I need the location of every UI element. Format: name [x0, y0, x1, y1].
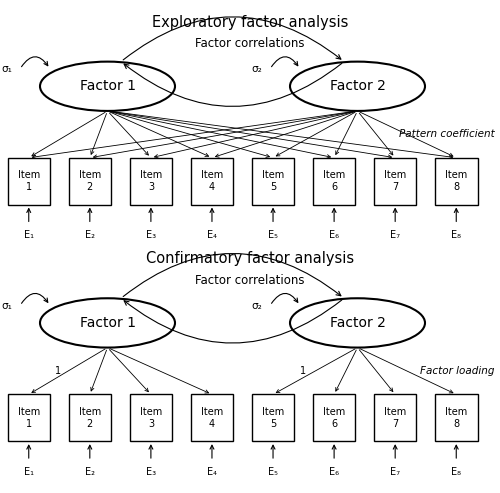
FancyBboxPatch shape: [190, 158, 233, 205]
Text: Item
6: Item 6: [323, 171, 345, 192]
Text: Item
2: Item 2: [78, 171, 101, 192]
Text: E₅: E₅: [268, 467, 278, 477]
Text: σ₂: σ₂: [252, 64, 262, 74]
FancyBboxPatch shape: [252, 158, 294, 205]
FancyBboxPatch shape: [68, 158, 111, 205]
Text: Item
3: Item 3: [140, 407, 162, 428]
Text: E₁: E₁: [24, 230, 34, 240]
FancyBboxPatch shape: [130, 158, 172, 205]
Text: 1: 1: [300, 366, 306, 376]
Text: E₆: E₆: [329, 230, 339, 240]
Text: E₈: E₈: [451, 467, 461, 477]
Text: Item
5: Item 5: [262, 407, 284, 428]
Text: Item
1: Item 1: [18, 407, 40, 428]
FancyBboxPatch shape: [435, 394, 478, 441]
Text: σ₂: σ₂: [252, 301, 262, 311]
Text: Item
8: Item 8: [445, 407, 468, 428]
Text: Item
7: Item 7: [384, 171, 406, 192]
Text: E₂: E₂: [85, 230, 95, 240]
Text: Item
8: Item 8: [445, 171, 468, 192]
Text: Confirmatory factor analysis: Confirmatory factor analysis: [146, 251, 354, 266]
Text: E₅: E₅: [268, 230, 278, 240]
Text: σ₁: σ₁: [2, 301, 13, 311]
Text: E₄: E₄: [207, 467, 217, 477]
Text: Item
5: Item 5: [262, 171, 284, 192]
Text: E₃: E₃: [146, 230, 156, 240]
Text: Factor loading: Factor loading: [420, 366, 495, 376]
Text: Factor correlations: Factor correlations: [195, 274, 305, 286]
FancyBboxPatch shape: [68, 394, 111, 441]
Text: Factor 2: Factor 2: [330, 316, 386, 330]
Text: Item
6: Item 6: [323, 407, 345, 428]
Text: E₆: E₆: [329, 467, 339, 477]
FancyBboxPatch shape: [435, 158, 478, 205]
Text: E₂: E₂: [85, 467, 95, 477]
FancyBboxPatch shape: [313, 158, 356, 205]
Text: σ₁: σ₁: [2, 64, 13, 74]
Text: E₇: E₇: [390, 467, 400, 477]
Text: E₃: E₃: [146, 467, 156, 477]
FancyBboxPatch shape: [374, 158, 416, 205]
FancyBboxPatch shape: [313, 394, 356, 441]
Text: E₁: E₁: [24, 467, 34, 477]
Text: 1: 1: [55, 366, 61, 376]
Text: Item
2: Item 2: [78, 407, 101, 428]
FancyBboxPatch shape: [8, 158, 50, 205]
Text: Item
4: Item 4: [201, 407, 223, 428]
Text: Item
7: Item 7: [384, 407, 406, 428]
Text: E₄: E₄: [207, 230, 217, 240]
Text: Item
3: Item 3: [140, 171, 162, 192]
FancyBboxPatch shape: [374, 394, 416, 441]
FancyBboxPatch shape: [8, 394, 50, 441]
FancyBboxPatch shape: [190, 394, 233, 441]
Text: Factor correlations: Factor correlations: [195, 37, 305, 50]
Text: Factor 2: Factor 2: [330, 79, 386, 93]
Text: Factor 1: Factor 1: [80, 316, 136, 330]
Text: E₇: E₇: [390, 230, 400, 240]
FancyBboxPatch shape: [130, 394, 172, 441]
Text: Pattern coefficient: Pattern coefficient: [399, 129, 495, 140]
Text: Item
1: Item 1: [18, 171, 40, 192]
FancyBboxPatch shape: [252, 394, 294, 441]
Text: Item
4: Item 4: [201, 171, 223, 192]
Text: Factor 1: Factor 1: [80, 79, 136, 93]
Text: E₈: E₈: [451, 230, 461, 240]
Text: Exploratory factor analysis: Exploratory factor analysis: [152, 15, 348, 30]
